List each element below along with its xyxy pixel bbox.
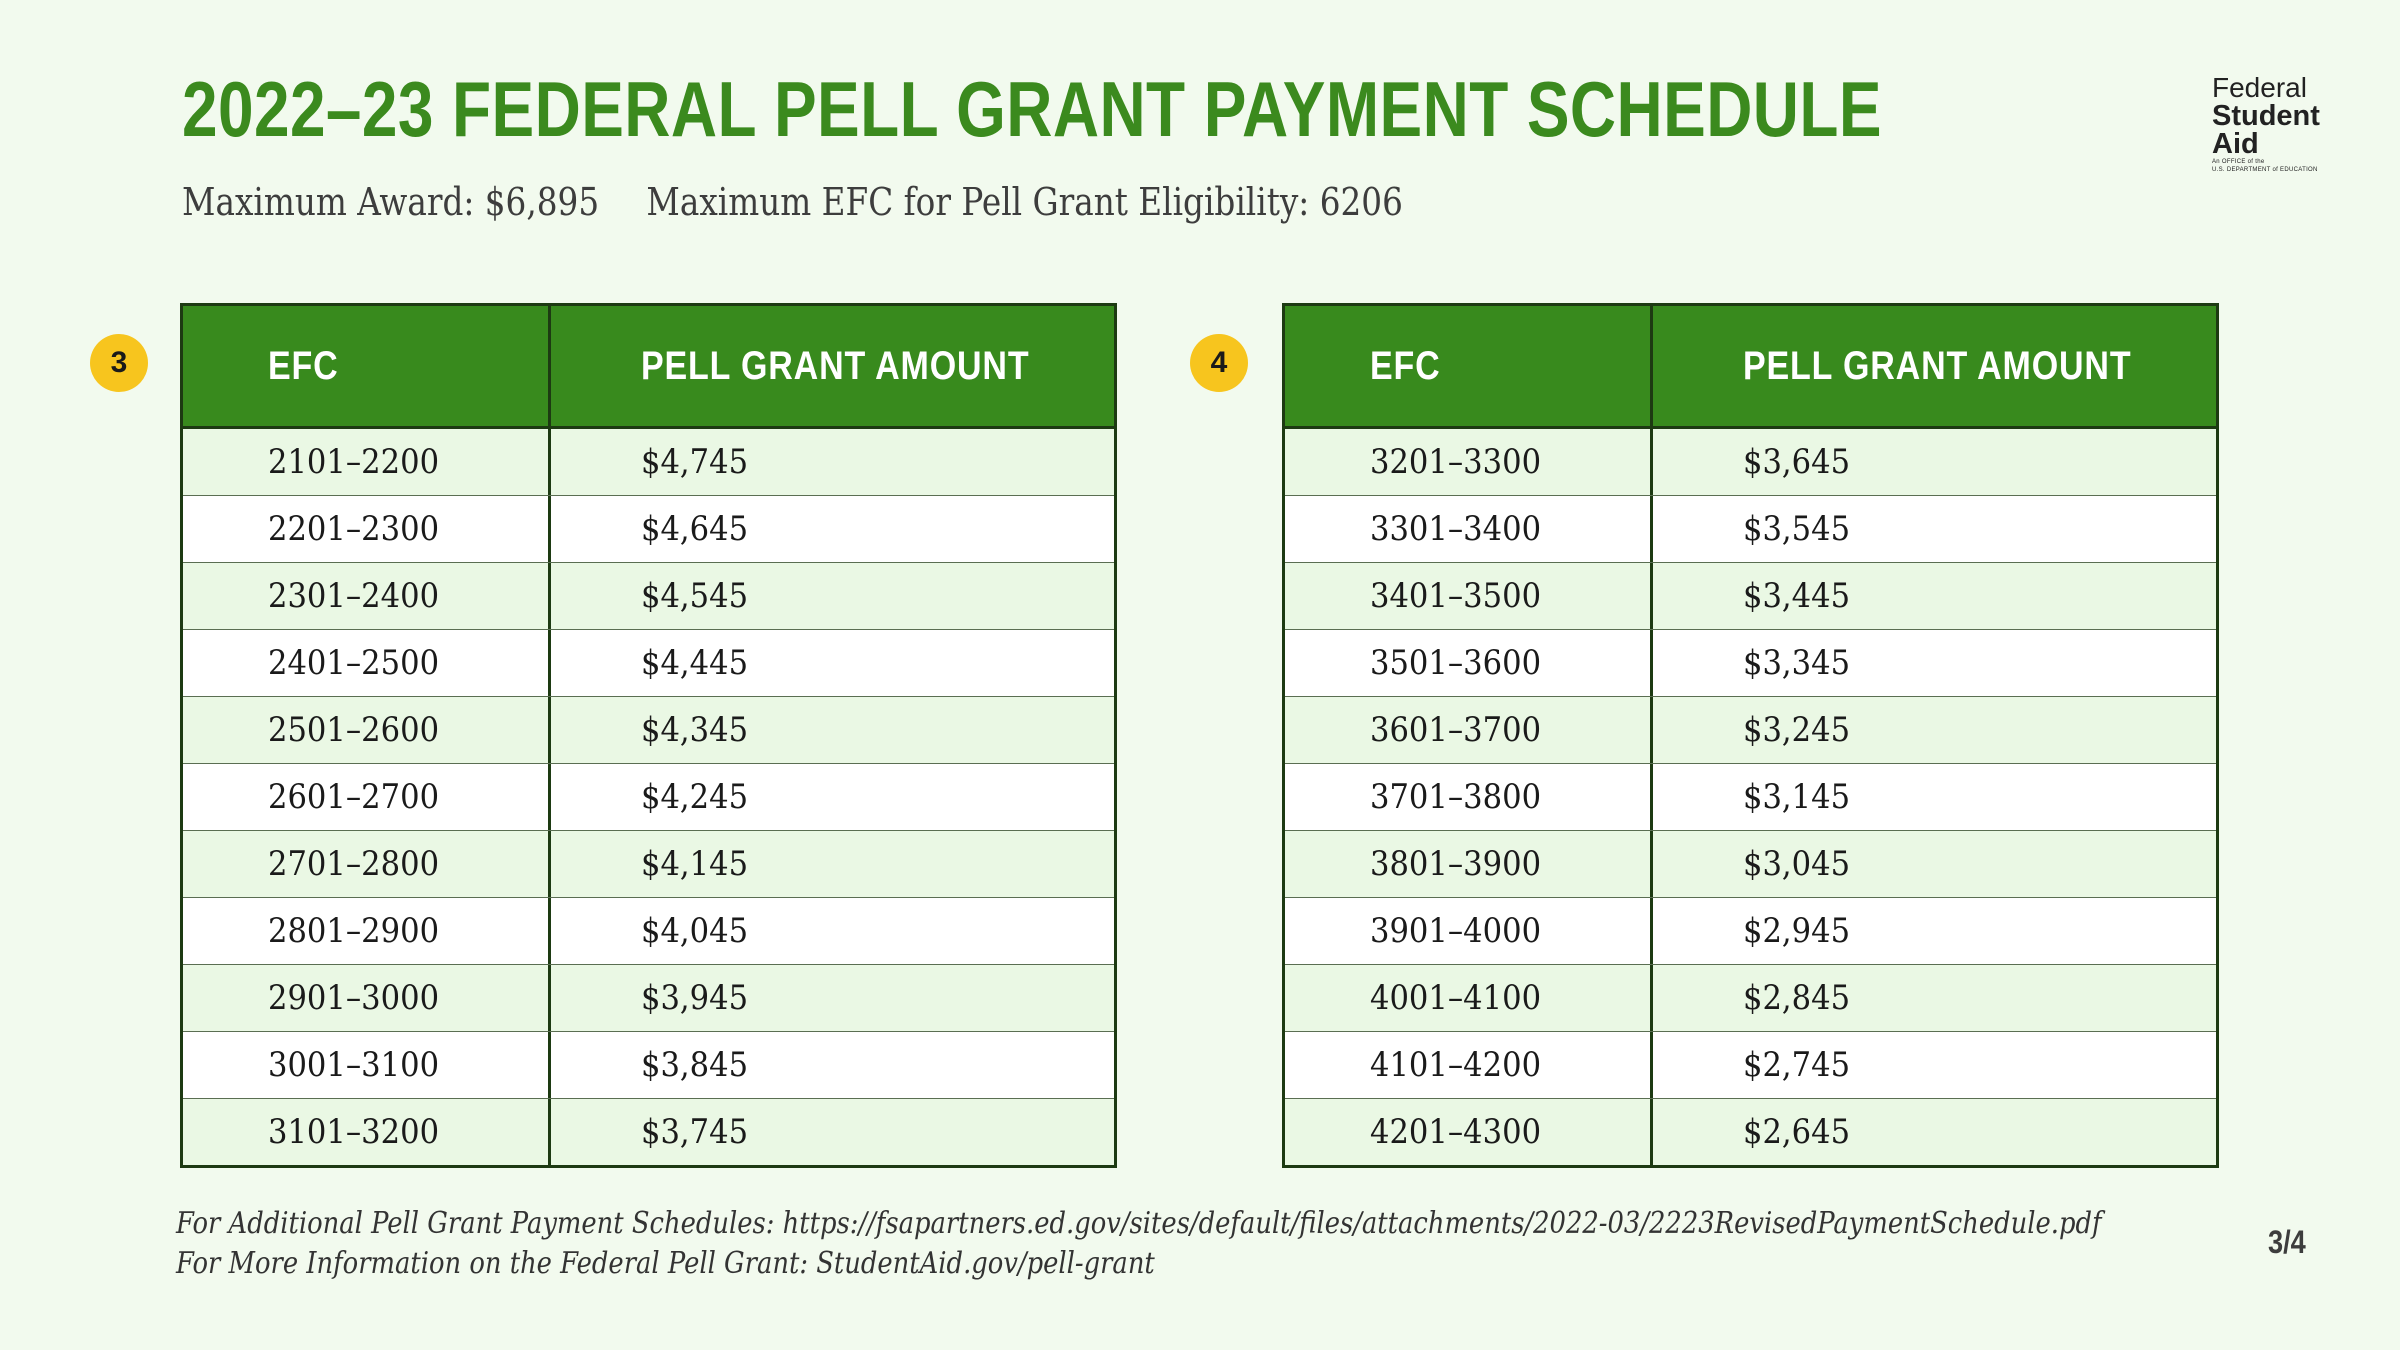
amount-cell: $3,145 (1743, 777, 1851, 817)
footer-notes: For Additional Pell Grant Payment Schedu… (176, 1204, 2102, 1284)
efc-cell: 2901–3000 (183, 965, 551, 1031)
table-header: EFC PELL GRANT AMOUNT (1285, 306, 2216, 429)
efc-cell: 3801–3900 (1285, 831, 1653, 897)
amount-cell: $3,845 (641, 1045, 749, 1085)
federal-student-aid-logo: Federal Student Aid An OFFICE of the U.S… (2212, 74, 2332, 174)
table-row: 2301–2400 $4,545 (183, 562, 1114, 629)
table-row: 3501–3600 $3,345 (1285, 629, 2216, 696)
amount-cell: $4,545 (641, 576, 749, 616)
footer-schedules-link[interactable]: For Additional Pell Grant Payment Schedu… (176, 1206, 2102, 1241)
table-row: 2901–3000 $3,945 (183, 964, 1114, 1031)
efc-cell: 3701–3800 (1285, 764, 1653, 830)
efc-cell: 2601–2700 (183, 764, 551, 830)
table-row: 3801–3900 $3,045 (1285, 830, 2216, 897)
efc-cell: 2301–2400 (183, 563, 551, 629)
table-row: 3101–3200 $3,745 (183, 1098, 1114, 1165)
table-badge: 4 (1190, 334, 1248, 392)
table-row: 4001–4100 $2,845 (1285, 964, 2216, 1031)
logo-line-department: U.S. DEPARTMENT of EDUCATION (2212, 167, 2318, 173)
column-header-pell-grant-amount: PELL GRANT AMOUNT (1743, 343, 2132, 388)
efc-cell: 4001–4100 (1285, 965, 1653, 1031)
efc-cell: 2201–2300 (183, 496, 551, 562)
table-row: 2501–2600 $4,345 (183, 696, 1114, 763)
amount-cell: $4,245 (641, 777, 749, 817)
efc-cell: 3101–3200 (183, 1099, 551, 1165)
amount-cell: $4,745 (641, 442, 749, 482)
efc-cell: 2101–2200 (183, 429, 551, 495)
table-row: 2101–2200 $4,745 (183, 429, 1114, 495)
efc-cell: 3001–3100 (183, 1032, 551, 1098)
table-body: 3201–3300 $3,645 3301–3400 $3,545 3401–350… (1285, 429, 2216, 1165)
column-header-efc: EFC (183, 306, 551, 426)
table-header: EFC PELL GRANT AMOUNT (183, 306, 1114, 429)
amount-cell: $3,445 (1743, 576, 1851, 616)
table-row: 3401–3500 $3,445 (1285, 562, 2216, 629)
column-header-efc: EFC (1285, 306, 1653, 426)
table-badge: 3 (90, 334, 148, 392)
amount-cell: $3,645 (1743, 442, 1851, 482)
table-row: 3601–3700 $3,245 (1285, 696, 2216, 763)
table-row: 3901–4000 $2,945 (1285, 897, 2216, 964)
efc-cell: 2401–2500 (183, 630, 551, 696)
amount-cell: $3,045 (1743, 844, 1851, 884)
table-row: 2201–2300 $4,645 (183, 495, 1114, 562)
maximum-award: Maximum Award: $6,895 (182, 180, 600, 224)
table-row: 2801–2900 $4,045 (183, 897, 1114, 964)
efc-cell: 3501–3600 (1285, 630, 1653, 696)
amount-cell: $2,645 (1743, 1112, 1851, 1152)
amount-cell: $3,245 (1743, 710, 1851, 750)
amount-cell: $2,945 (1743, 911, 1851, 951)
page-number: 3/4 (2268, 1224, 2306, 1260)
amount-cell: $4,145 (641, 844, 749, 884)
table-row: 2701–2800 $4,145 (183, 830, 1114, 897)
amount-cell: $3,945 (641, 978, 749, 1018)
payment-table: EFC PELL GRANT AMOUNT 3201–3300 $3,645 33… (1282, 303, 2219, 1168)
amount-cell: $3,545 (1743, 509, 1851, 549)
logo-line-student: Student (2212, 100, 2320, 132)
efc-cell: 2501–2600 (183, 697, 551, 763)
efc-cell: 4101–4200 (1285, 1032, 1653, 1098)
logo-line-federal: Federal (2212, 72, 2307, 103)
table-row: 2401–2500 $4,445 (183, 629, 1114, 696)
amount-cell: $2,845 (1743, 978, 1851, 1018)
table-row: 2601–2700 $4,245 (183, 763, 1114, 830)
page-title: 2022–23 FEDERAL PELL GRANT PAYMENT SCHED… (182, 65, 1882, 153)
efc-cell: 2801–2900 (183, 898, 551, 964)
table-row: 3201–3300 $3,645 (1285, 429, 2216, 495)
table-row: 4101–4200 $2,745 (1285, 1031, 2216, 1098)
table-row: 3001–3100 $3,845 (183, 1031, 1114, 1098)
amount-cell: $2,745 (1743, 1045, 1851, 1085)
efc-cell: 2701–2800 (183, 831, 551, 897)
amount-cell: $3,345 (1743, 643, 1851, 683)
efc-cell: 3601–3700 (1285, 697, 1653, 763)
efc-cell: 3401–3500 (1285, 563, 1653, 629)
footer-more-info-link[interactable]: For More Information on the Federal Pell… (176, 1246, 1155, 1281)
amount-cell: $4,645 (641, 509, 749, 549)
table-row: 3301–3400 $3,545 (1285, 495, 2216, 562)
logo-line-aid: Aid (2212, 128, 2259, 160)
column-header-pell-grant-amount: PELL GRANT AMOUNT (641, 343, 1030, 388)
efc-cell: 3901–4000 (1285, 898, 1653, 964)
table-row: 4201–4300 $2,645 (1285, 1098, 2216, 1165)
logo-line-office: An OFFICE of the (2212, 159, 2265, 165)
amount-cell: $4,445 (641, 643, 749, 683)
table-body: 2101–2200 $4,745 2201–2300 $4,645 2301–240… (183, 429, 1114, 1165)
amount-cell: $4,045 (641, 911, 749, 951)
subtitle: Maximum Award: $6,895 Maximum EFC for Pel… (182, 180, 1403, 224)
efc-cell: 3301–3400 (1285, 496, 1653, 562)
amount-cell: $3,745 (641, 1112, 749, 1152)
table-row: 3701–3800 $3,145 (1285, 763, 2216, 830)
efc-cell: 4201–4300 (1285, 1099, 1653, 1165)
efc-cell: 3201–3300 (1285, 429, 1653, 495)
amount-cell: $4,345 (641, 710, 749, 750)
maximum-efc: Maximum EFC for Pell Grant Eligibility: … (646, 180, 1403, 224)
payment-table: EFC PELL GRANT AMOUNT 2101–2200 $4,745 22… (180, 303, 1117, 1168)
